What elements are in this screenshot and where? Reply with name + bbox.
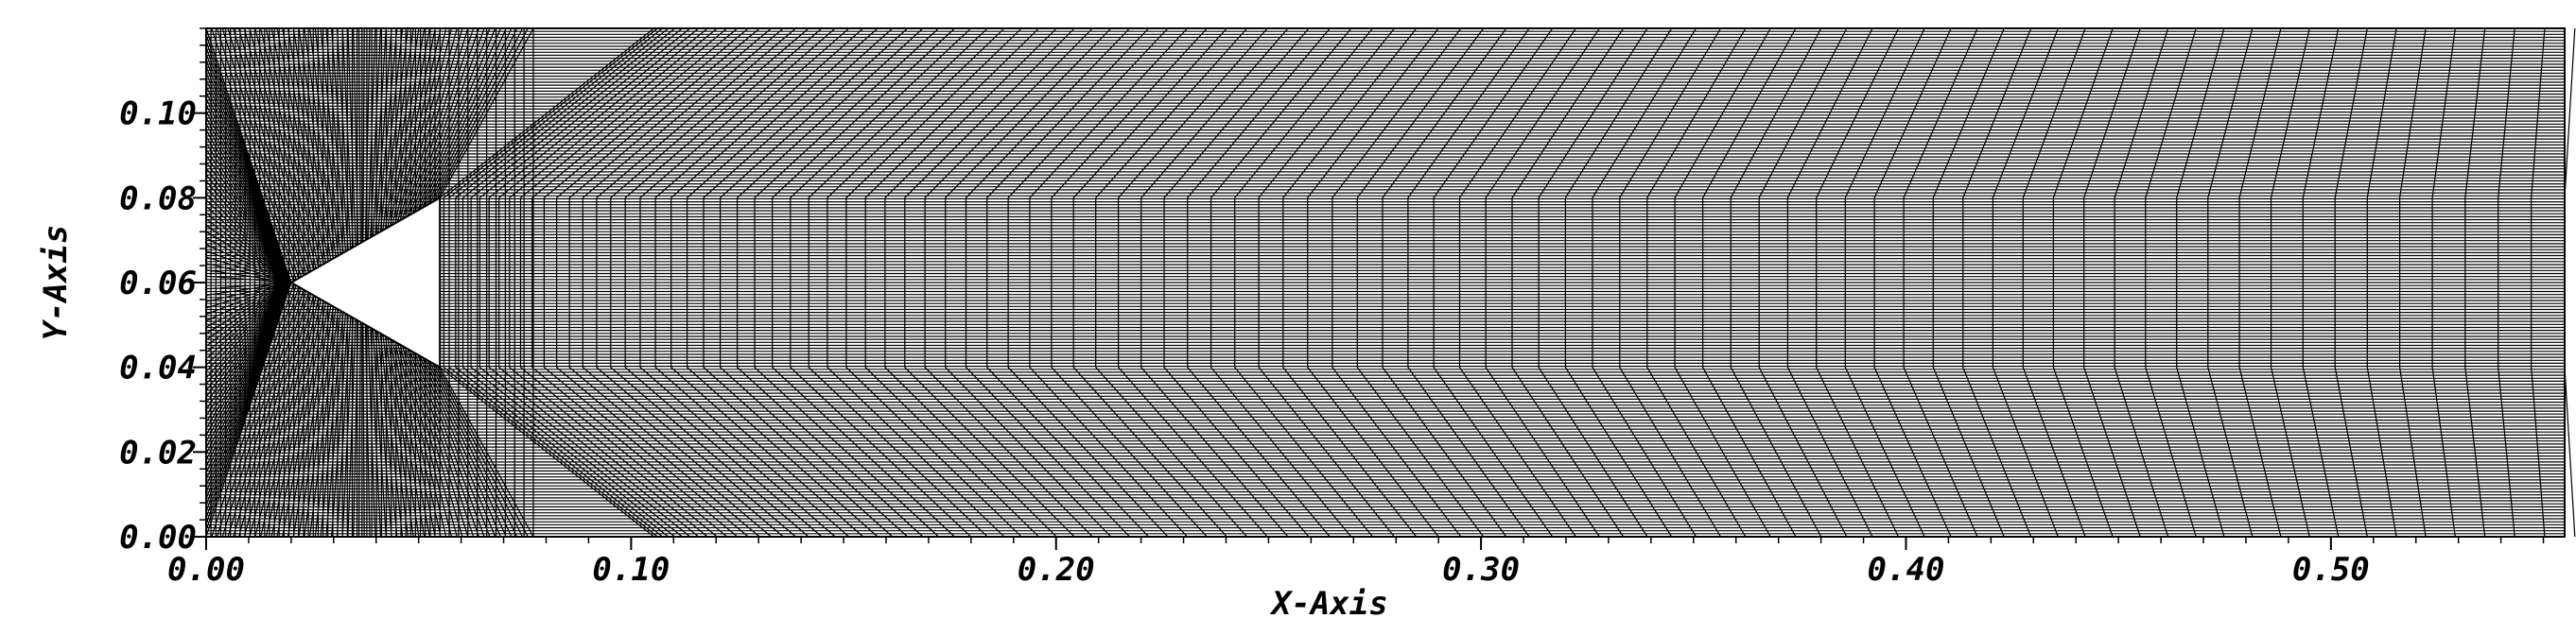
- triangular-body: [288, 196, 442, 369]
- x-tick-label: 0.50: [2292, 551, 2370, 589]
- y-tick-label: 0.00: [119, 519, 197, 557]
- x-tick-label: 0.30: [1442, 551, 1520, 589]
- y-tick-label: 0.04: [119, 350, 197, 387]
- y-tick-label: 0.06: [119, 265, 197, 302]
- y-axis: 0.00 0.02 0.04 0.06 0.08 0.10: [119, 27, 206, 557]
- mesh-grid: [205, 27, 2576, 538]
- x-axis: 0.00 0.10 0.20 0.30 0.40 0.50: [167, 537, 2545, 589]
- mesh-lines: [205, 27, 2576, 538]
- x-tick-label: 0.00: [167, 551, 245, 589]
- y-tick-label: 0.10: [119, 95, 197, 133]
- x-axis-label: X-Axis: [1269, 585, 1388, 618]
- y-tick-label: 0.02: [119, 434, 197, 472]
- y-tick-label: 0.08: [119, 180, 197, 217]
- x-tick-label: 0.40: [1868, 551, 1945, 589]
- y-axis-label: Y-Axis: [37, 225, 75, 341]
- x-tick-label: 0.10: [592, 551, 670, 589]
- x-tick-label: 0.20: [1018, 551, 1095, 589]
